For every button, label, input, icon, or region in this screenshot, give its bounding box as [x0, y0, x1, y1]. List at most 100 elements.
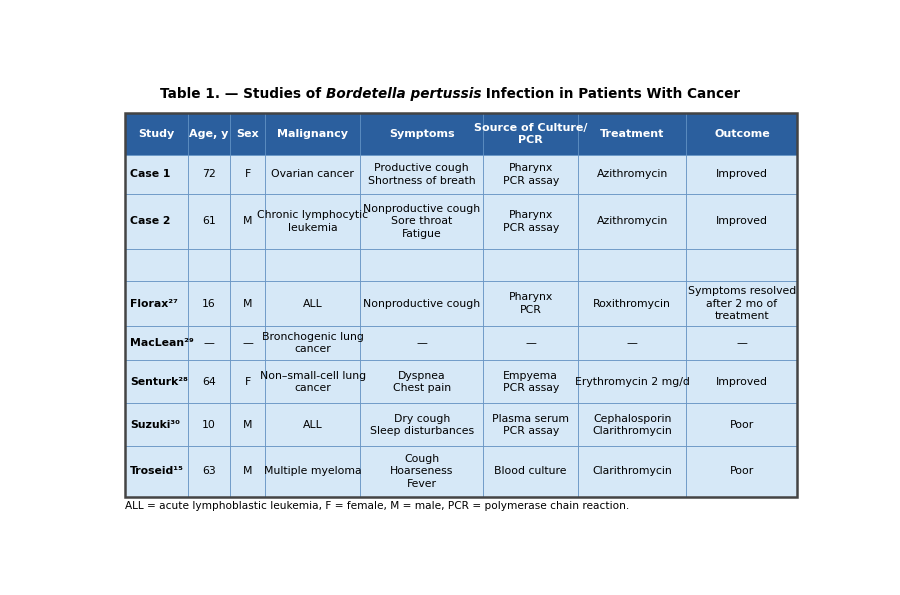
Bar [125, 403, 188, 446]
Bar [578, 446, 687, 497]
Bar [360, 194, 483, 249]
Bar [188, 194, 230, 249]
Text: Cough
Hoarseness
Fever: Cough Hoarseness Fever [390, 454, 454, 489]
Bar [483, 249, 578, 281]
Bar [578, 326, 687, 361]
Bar [266, 361, 360, 403]
Bar [230, 361, 266, 403]
Text: Florax²⁷: Florax²⁷ [130, 299, 178, 309]
Text: F: F [245, 377, 251, 387]
Text: Pharynx
PCR assay: Pharynx PCR assay [502, 163, 559, 186]
Text: —: — [526, 338, 536, 348]
Text: M: M [243, 420, 253, 430]
Bar [266, 112, 360, 155]
Text: ALL = acute lymphoblastic leukemia, F = female, M = male, PCR = polymerase chain: ALL = acute lymphoblastic leukemia, F = … [125, 501, 629, 511]
Bar [483, 155, 578, 194]
Text: Poor: Poor [730, 420, 754, 430]
Text: Pharynx
PCR assay: Pharynx PCR assay [502, 210, 559, 233]
Bar [125, 194, 188, 249]
Bar [578, 361, 687, 403]
Bar [687, 155, 797, 194]
Bar [125, 361, 188, 403]
Bar [578, 281, 687, 326]
Bar [360, 281, 483, 326]
Text: Suzuki³⁰: Suzuki³⁰ [130, 420, 180, 430]
Text: Dry cough
Sleep disturbances: Dry cough Sleep disturbances [370, 414, 473, 436]
Text: Roxithromycin: Roxithromycin [593, 299, 671, 309]
Text: Bronchogenic lung
cancer: Bronchogenic lung cancer [262, 332, 364, 354]
Bar [230, 249, 266, 281]
Bar [125, 155, 188, 194]
Bar [483, 326, 578, 361]
Bar [188, 249, 230, 281]
Bar [578, 112, 687, 155]
Bar [266, 249, 360, 281]
Text: Source of Culture/
PCR: Source of Culture/ PCR [474, 123, 588, 145]
Bar [266, 281, 360, 326]
Text: —: — [736, 338, 747, 348]
Bar [578, 194, 687, 249]
Text: Nonproductive cough
Sore throat
Fatigue: Nonproductive cough Sore throat Fatigue [364, 204, 481, 239]
Text: Infection in Patients With Cancer: Infection in Patients With Cancer [482, 87, 741, 101]
Bar [188, 403, 230, 446]
Text: Improved: Improved [716, 377, 768, 387]
Bar [483, 194, 578, 249]
Text: —: — [203, 338, 214, 348]
Text: 10: 10 [202, 420, 216, 430]
Bar [188, 155, 230, 194]
Text: Symptoms: Symptoms [389, 129, 454, 139]
Text: ALL: ALL [303, 299, 323, 309]
Bar [360, 155, 483, 194]
Text: Plasma serum
PCR assay: Plasma serum PCR assay [492, 414, 569, 436]
Bar [578, 403, 687, 446]
Text: Study: Study [139, 129, 175, 139]
Text: Improved: Improved [716, 170, 768, 179]
Bar [266, 194, 360, 249]
Text: Blood culture: Blood culture [494, 466, 567, 477]
Bar [687, 446, 797, 497]
Bar [687, 326, 797, 361]
Bar [266, 155, 360, 194]
Bar [687, 112, 797, 155]
Bar [483, 281, 578, 326]
Text: Improved: Improved [716, 217, 768, 227]
Text: —: — [417, 338, 428, 348]
Bar [483, 361, 578, 403]
Text: F: F [245, 170, 251, 179]
Bar [687, 361, 797, 403]
Text: —: — [242, 338, 253, 348]
Text: Senturk²⁸: Senturk²⁸ [130, 377, 188, 387]
Text: M: M [243, 299, 253, 309]
Bar [483, 446, 578, 497]
Text: Clarithromycin: Clarithromycin [592, 466, 672, 477]
Text: —: — [626, 338, 638, 348]
Text: 64: 64 [202, 377, 216, 387]
Bar [360, 249, 483, 281]
Text: M: M [243, 466, 253, 477]
Bar [687, 403, 797, 446]
Bar [125, 112, 797, 497]
Bar [188, 361, 230, 403]
Bar [687, 281, 797, 326]
Text: Non–small-cell lung
cancer: Non–small-cell lung cancer [260, 371, 366, 393]
Text: 61: 61 [202, 217, 216, 227]
Text: Cephalosporin
Clarithromycin: Cephalosporin Clarithromycin [592, 414, 672, 436]
Bar [360, 446, 483, 497]
Bar [230, 155, 266, 194]
Text: Sex: Sex [237, 129, 259, 139]
Bar [360, 361, 483, 403]
Text: Case 1: Case 1 [130, 170, 170, 179]
Text: 16: 16 [202, 299, 216, 309]
Text: Pharynx
PCR: Pharynx PCR [508, 293, 553, 315]
Bar [578, 249, 687, 281]
Text: Symptoms resolved
after 2 mo of
treatment: Symptoms resolved after 2 mo of treatmen… [688, 286, 796, 321]
Text: Dyspnea
Chest pain: Dyspnea Chest pain [392, 371, 451, 393]
Bar [188, 446, 230, 497]
Bar [188, 281, 230, 326]
Bar [360, 403, 483, 446]
Bar [230, 281, 266, 326]
Bar [483, 112, 578, 155]
Bar [230, 403, 266, 446]
Text: Troseid¹⁵: Troseid¹⁵ [130, 466, 184, 477]
Text: Multiple myeloma: Multiple myeloma [264, 466, 362, 477]
